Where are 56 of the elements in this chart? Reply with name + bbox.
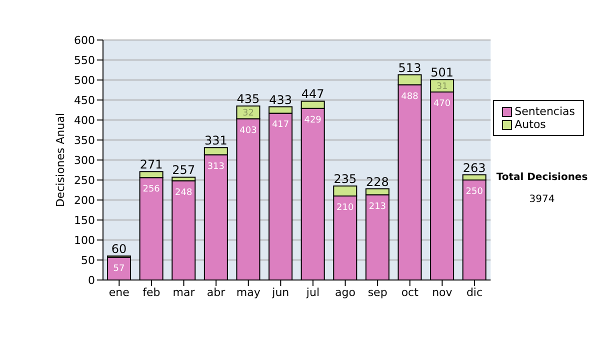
x-tick-label: sep (368, 286, 388, 299)
data-label: 213 (368, 202, 386, 212)
legend-label: Autos (514, 118, 546, 131)
y-axis-title: Decisiones Anual (54, 112, 67, 208)
total-label: 257 (172, 163, 196, 178)
x-tick-label: abr (206, 286, 226, 299)
y-tick-label: 350 (74, 134, 95, 147)
x-tick-label: mar (172, 286, 196, 299)
data-label: 403 (240, 126, 257, 136)
x-tick-label: feb (142, 286, 160, 299)
data-label: 488 (401, 92, 419, 102)
x-tick-label: oct (401, 286, 420, 299)
y-tick-label: 0 (88, 274, 95, 287)
text: Total Decisiones (495, 172, 589, 183)
data-label: 256 (142, 184, 160, 195)
data-label: 313 (207, 162, 225, 172)
data-label: 210 (336, 203, 354, 213)
x-tick-label: ago (335, 286, 356, 299)
x-tick-label: may (236, 286, 261, 299)
total-label: 447 (301, 87, 324, 102)
data-label: 32 (242, 108, 254, 118)
total-label: 501 (430, 66, 454, 80)
y-tick-label: 50 (81, 254, 95, 267)
y-tick-label: 400 (74, 114, 95, 127)
total-label: 263 (462, 160, 486, 175)
y-tick-label: 100 (74, 234, 95, 247)
total-label: 235 (334, 172, 357, 186)
total-label: 331 (204, 134, 228, 148)
data-label: 57 (113, 264, 125, 274)
y-tick-label: 250 (74, 174, 95, 187)
x-tick-label: jul (305, 286, 320, 299)
data-label: 417 (272, 120, 290, 130)
total-label: 271 (140, 158, 163, 172)
data-label: 470 (433, 99, 451, 109)
data-label: 429 (304, 115, 322, 126)
data-label: 250 (466, 187, 484, 197)
y-tick-label: 600 (74, 34, 95, 47)
y-tick-label: 500 (74, 74, 95, 87)
total-label: 433 (269, 92, 292, 107)
y-tick-label: 200 (74, 194, 95, 207)
text: 3974 (528, 194, 556, 205)
total-label: 435 (236, 92, 260, 106)
x-tick-label: ene (108, 286, 130, 299)
data-label: 248 (175, 188, 192, 198)
x-tick-label: dic (466, 286, 483, 299)
y-tick-label: 450 (74, 94, 95, 107)
total-label: 60 (111, 242, 127, 256)
total-label: 228 (366, 174, 389, 189)
x-tick-label: nov (432, 286, 453, 299)
total-label: 513 (398, 60, 422, 75)
x-tick-label: jun (271, 286, 290, 299)
legend-label: Sentencias (514, 105, 575, 118)
y-tick-label: 150 (74, 214, 95, 227)
y-tick-label: 300 (74, 154, 95, 167)
data-label: 31 (436, 82, 448, 92)
y-tick-label: 550 (74, 54, 95, 67)
